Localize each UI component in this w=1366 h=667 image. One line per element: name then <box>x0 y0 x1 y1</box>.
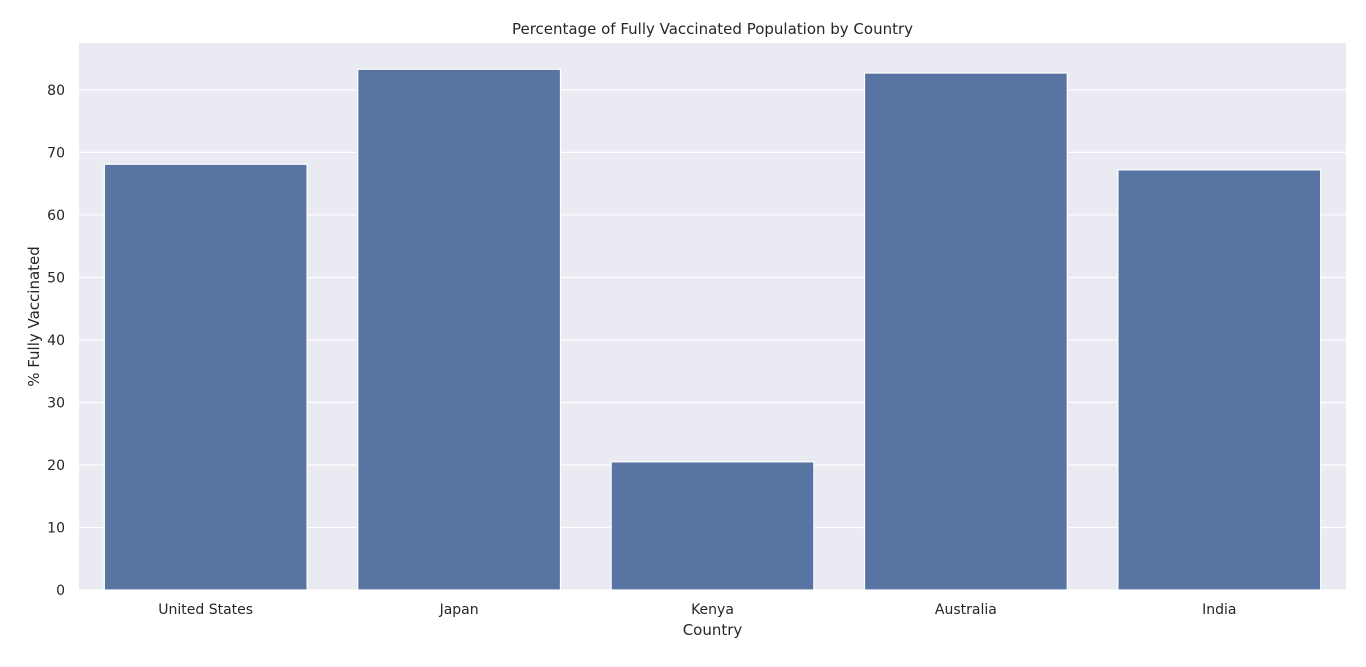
bar-australia <box>863 72 1068 591</box>
y-tick-label: 50 <box>47 270 65 286</box>
x-tick-labels: United States Japan Kenya Australia India <box>158 602 1236 618</box>
chart-title: Percentage of Fully Vaccinated Populatio… <box>512 20 913 38</box>
bar-kenya <box>610 461 815 591</box>
bar-japan <box>357 68 562 591</box>
y-tick-label: 0 <box>56 583 65 599</box>
y-tick-label: 20 <box>47 458 65 474</box>
x-tick-label: Australia <box>935 602 997 618</box>
bar-india <box>1117 169 1322 591</box>
y-tick-labels: 0 10 20 30 40 50 60 70 80 <box>47 83 65 599</box>
y-tick-label: 80 <box>47 83 65 99</box>
bars <box>103 68 1322 591</box>
y-tick-label: 40 <box>47 333 65 349</box>
x-tick-label: Japan <box>439 602 479 618</box>
x-tick-label: Kenya <box>691 602 734 618</box>
y-tick-label: 70 <box>47 145 65 161</box>
y-tick-label: 10 <box>47 520 65 536</box>
y-axis-label: % Fully Vaccinated <box>25 246 43 387</box>
y-tick-label: 60 <box>47 208 65 224</box>
x-tick-label: India <box>1202 602 1236 618</box>
bar-united-states <box>103 163 308 591</box>
x-axis-label: Country <box>683 621 743 639</box>
y-tick-label: 30 <box>47 395 65 411</box>
x-tick-label: United States <box>158 602 253 618</box>
